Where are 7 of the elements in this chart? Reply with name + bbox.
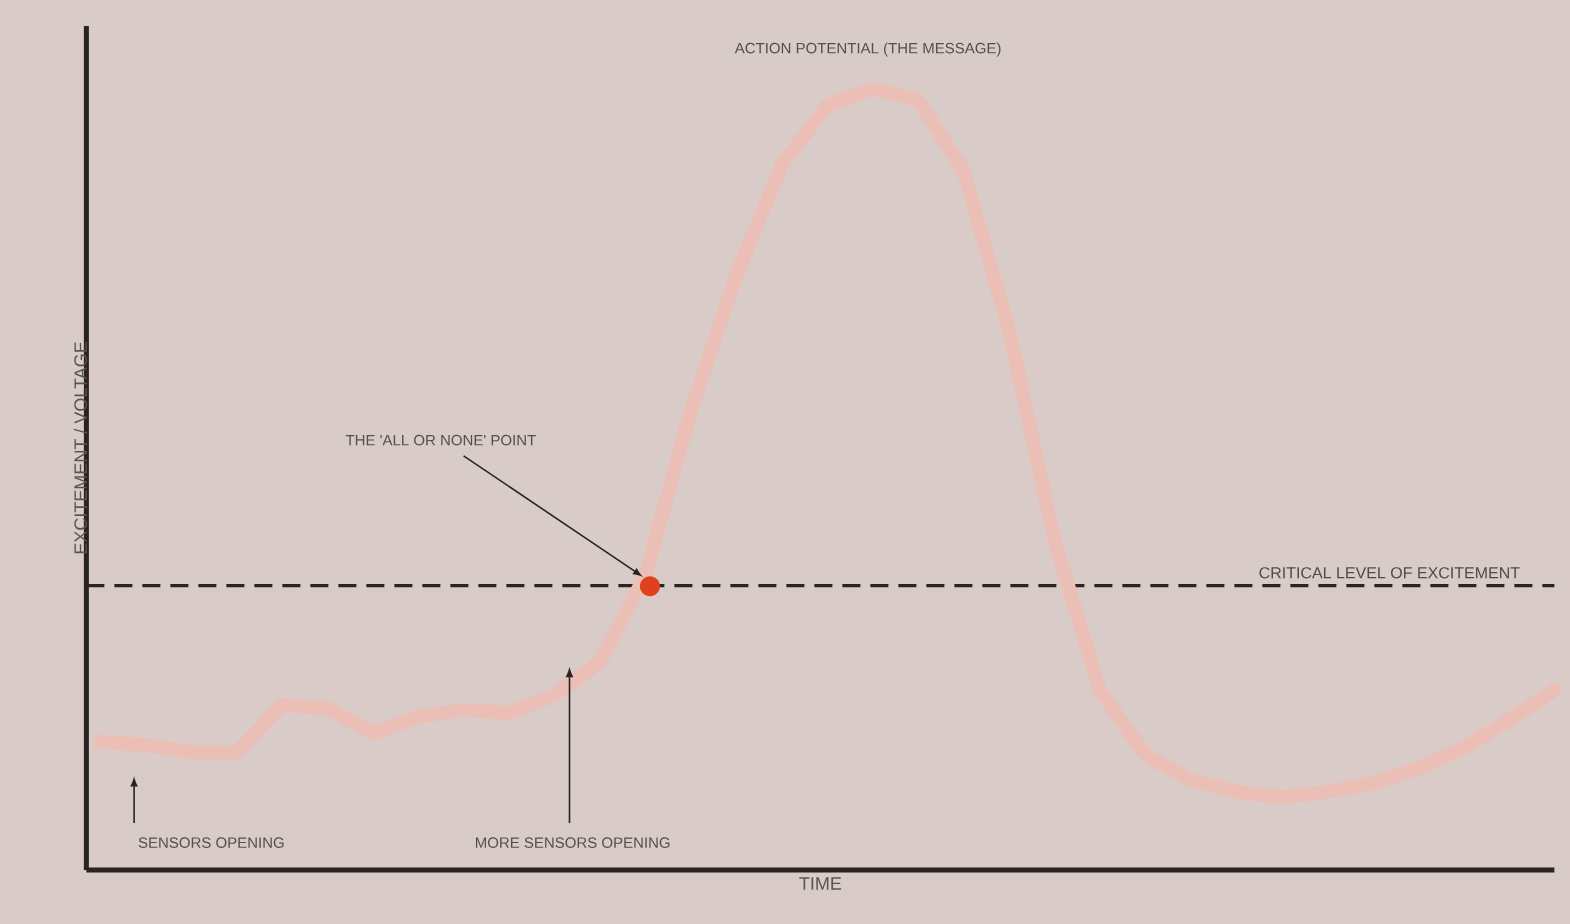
ref-line-label: CRITICAL LEVEL OF EXCITEMENT (1259, 567, 1520, 579)
annotation: MORE SENSORS OPENING (475, 837, 670, 848)
text: ACTION POTENTIAL (THE MESSAGE) (734, 42, 1001, 57)
x-axis-title: TIME (799, 877, 842, 890)
annotation: SENSORS OPENING (138, 837, 284, 848)
annotation: THE 'ALL OR NONE' POINT (345, 434, 536, 446)
y-axis-title: EXCITEMENT / VOLTAGE (73, 342, 88, 554)
